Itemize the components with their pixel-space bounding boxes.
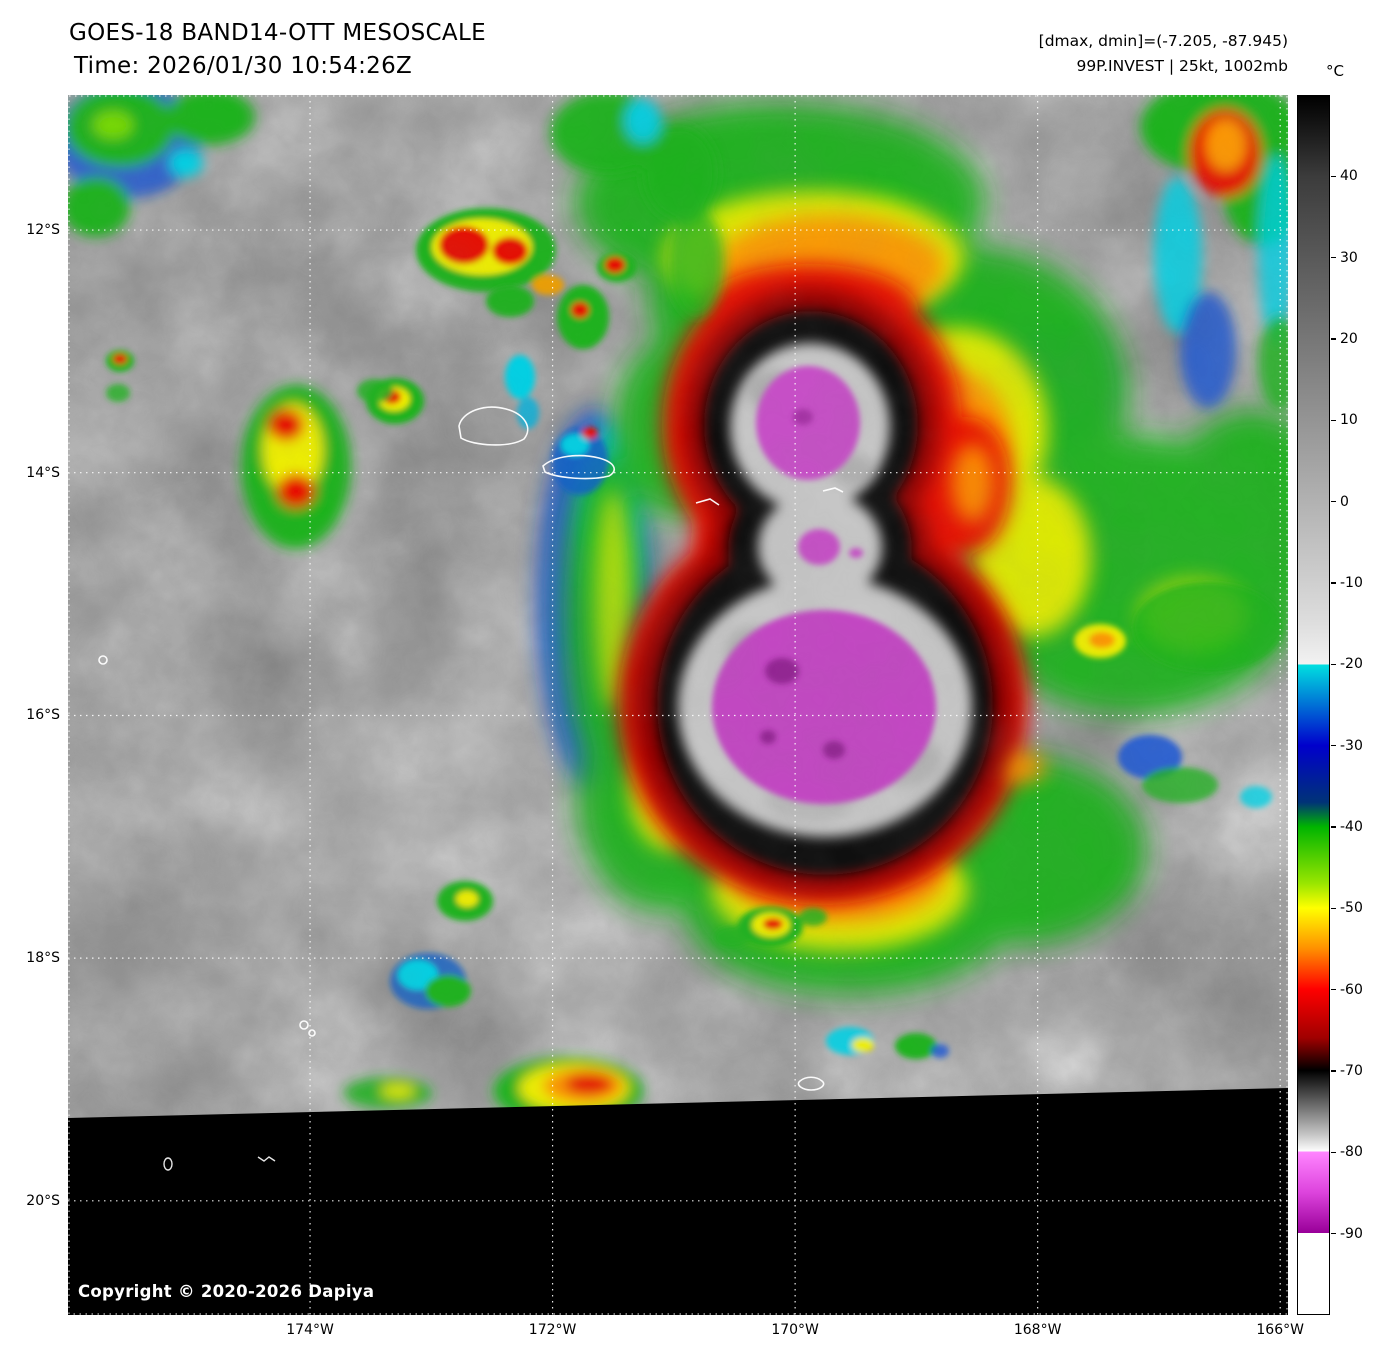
- lat-label: 12°S: [26, 222, 60, 239]
- colorbar-tick: -50: [1331, 900, 1363, 916]
- storm-info-label: 99P.INVEST | 25kt, 1002mb: [1076, 57, 1288, 75]
- colorbar: [1297, 95, 1330, 1315]
- colorbar-tick-mark: [1331, 582, 1336, 584]
- colorbar-tick-label: 40: [1340, 168, 1358, 185]
- colorbar-tick: -90: [1331, 1226, 1363, 1242]
- satellite-map: Copyright © 2020-2026 Dapiya: [68, 95, 1288, 1315]
- coastlines: [98, 406, 844, 1091]
- colorbar-tick-mark: [1331, 175, 1336, 178]
- copyright-label: Copyright © 2020-2026 Dapiya: [78, 1282, 375, 1301]
- colorbar-tick-label: 10: [1340, 412, 1358, 429]
- colorbar-tick-label: 20: [1340, 331, 1358, 347]
- colorbar-tick: 40: [1331, 168, 1358, 184]
- colorbar-tick: 10: [1331, 412, 1358, 428]
- colorbar-tick-label: -10: [1340, 575, 1363, 591]
- colorbar-tick: -10: [1331, 575, 1363, 591]
- colorbar-tick-mark: [1331, 1151, 1336, 1154]
- colorbar-tick-mark: [1331, 744, 1336, 747]
- colorbar-tick: -40: [1331, 819, 1363, 835]
- colorbar-tick-label: -50: [1340, 900, 1363, 917]
- lat-label: 14°S: [26, 464, 60, 481]
- colorbar-tick-label: -90: [1340, 1225, 1363, 1242]
- timestamp-label: Time: 2026/01/30 10:54:26Z: [74, 53, 413, 79]
- lat-label: 16°S: [26, 707, 60, 724]
- colorbar-tick-label: -30: [1340, 737, 1363, 754]
- map-frame: [68, 95, 1288, 1315]
- colorbar-tick-mark: [1331, 1232, 1336, 1235]
- colorbar-tick-mark: [1331, 826, 1336, 828]
- colorbar-tick-mark: [1331, 1070, 1336, 1072]
- colorbar-tick: -60: [1331, 982, 1363, 998]
- lat-axis: 12°S 14°S 16°S 18°S 20°S: [0, 95, 64, 1315]
- colorbar-tick-label: -20: [1340, 656, 1363, 673]
- colorbar-tick-mark: [1331, 256, 1336, 259]
- colorbar-tick-mark: [1331, 338, 1336, 340]
- colorbar-tick-label: -40: [1340, 819, 1363, 835]
- grid-overlay: [68, 95, 1288, 1315]
- lon-label: 166°W: [1256, 1322, 1304, 1338]
- lat-label: 18°S: [26, 950, 60, 967]
- colorbar-tick-label: 0: [1340, 493, 1349, 510]
- colorbar-tick-mark: [1331, 419, 1336, 422]
- colorbar-tick: -80: [1331, 1144, 1363, 1160]
- lon-label: 170°W: [771, 1322, 819, 1338]
- colorbar-tick: 30: [1331, 250, 1358, 266]
- colorbar-tick-label: -60: [1340, 981, 1363, 998]
- page-title: GOES-18 BAND14-OTT MESOSCALE: [69, 20, 486, 46]
- colorbar-tick-label: 30: [1340, 249, 1358, 266]
- lon-label: 172°W: [528, 1322, 577, 1338]
- band-islands: [163, 1156, 276, 1171]
- no-data-band: [68, 1088, 1288, 1315]
- dmax-dmin-label: [dmax, dmin]=(-7.205, -87.945): [1038, 32, 1288, 50]
- colorbar-tick-mark: [1331, 500, 1336, 503]
- colorbar-tick: 0: [1331, 494, 1349, 510]
- header-info: [dmax, dmin]=(-7.205, -87.945) 99P.INVES…: [1039, 29, 1288, 79]
- lon-label: 174°W: [286, 1322, 334, 1338]
- colorbar-tick-label: -80: [1340, 1144, 1363, 1161]
- colorbar-tick-mark: [1331, 988, 1336, 991]
- colorbar-gradient: [1298, 96, 1329, 1314]
- colorbar-tick-label: -70: [1340, 1063, 1363, 1079]
- colorbar-tick: 20: [1331, 331, 1358, 347]
- colorbar-tick-mark: [1331, 663, 1336, 666]
- colorbar-ticks: 40 30 20 10 0 -10 -20 -30 -40 -50 -60 -70 -80 -90: [1331, 95, 1387, 1315]
- colorbar-tick-mark: [1331, 907, 1336, 910]
- colorbar-tick: -20: [1331, 656, 1363, 672]
- colorbar-tick: -30: [1331, 738, 1363, 754]
- lon-axis: 174°W 172°W 170°W 168°W 166°W: [68, 1322, 1304, 1344]
- satellite-scene: [68, 95, 1288, 1315]
- lon-label: 168°W: [1013, 1322, 1062, 1338]
- colorbar-tick: -70: [1331, 1063, 1363, 1079]
- colorbar-unit: °C: [1326, 62, 1344, 80]
- lat-label: 20°S: [26, 1192, 60, 1209]
